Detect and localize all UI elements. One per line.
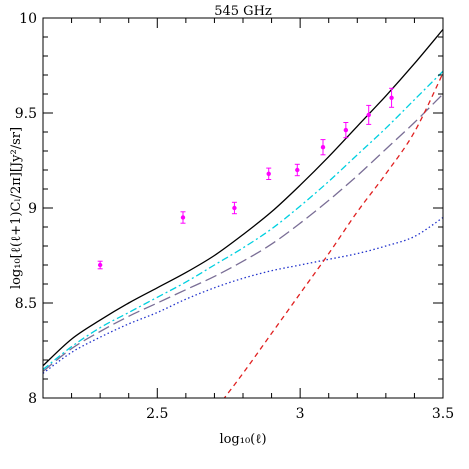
- data-point: [97, 262, 103, 268]
- y-tick-label: 10: [19, 11, 37, 27]
- series-line-solid: [43, 28, 443, 367]
- y-tick-label: 9: [28, 201, 37, 217]
- series-line-dash-dot: [43, 70, 443, 371]
- y-tick-label: 9.5: [15, 106, 37, 122]
- y-axis-label: log₁₀[ℓ(ℓ+1)Cₗ/2π][Jy²/sr]: [9, 127, 24, 289]
- data-point: [295, 167, 300, 173]
- data-point: [266, 171, 271, 176]
- data-point: [320, 145, 326, 150]
- axis-ticks: [42, 17, 444, 399]
- plot-frame: [42, 17, 444, 399]
- y-tick-label: 8: [28, 391, 37, 407]
- curves: [43, 28, 443, 398]
- y-tick-label: 8.5: [15, 296, 37, 312]
- tick-labels: 2.5 3 3.5 8 8.5 9 9.5 10: [15, 11, 454, 422]
- series-line-dashed: [223, 72, 443, 398]
- data-point: [366, 112, 371, 118]
- x-axis-label: log₁₀(ℓ): [219, 432, 266, 447]
- data-point: [343, 127, 349, 133]
- data-point: [232, 205, 237, 211]
- x-tick-label: 3.5: [432, 406, 454, 422]
- x-tick-label: 3: [296, 406, 305, 422]
- data-point: [180, 215, 186, 220]
- data-points: [97, 87, 395, 270]
- data-point: [389, 95, 394, 101]
- series-line-long-dash: [43, 93, 443, 372]
- x-tick-label: 2.5: [146, 406, 168, 422]
- chart-title: 545 GHz: [214, 4, 272, 19]
- series-line-dotted: [43, 216, 443, 374]
